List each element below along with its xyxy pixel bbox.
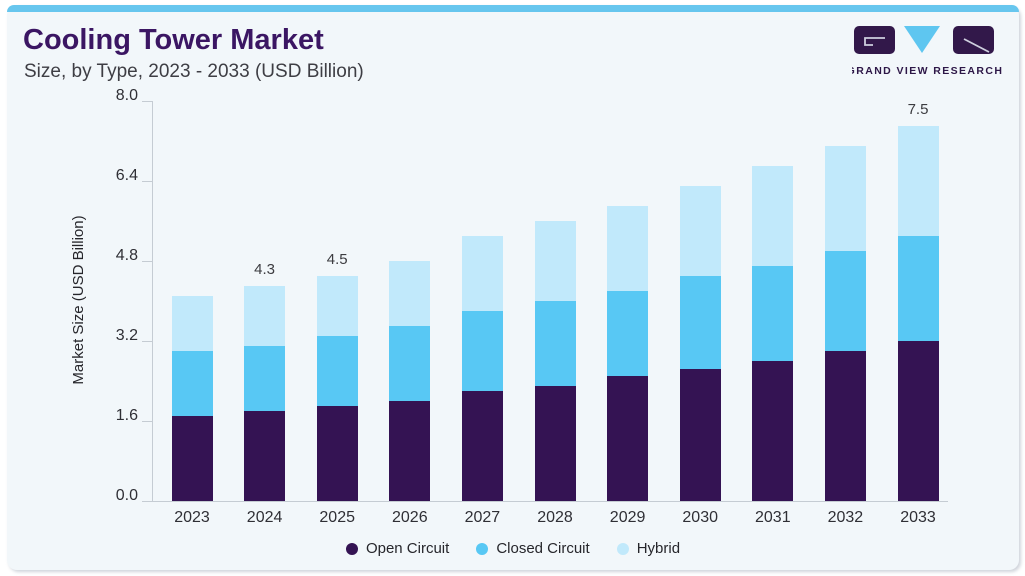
bar-segment-closed-circuit-2031 [752, 266, 794, 361]
bar-segment-open-circuit-2029 [607, 376, 649, 501]
bar-2031 [752, 166, 794, 501]
bar-segment-hybrid-2026 [389, 261, 431, 326]
y-tick-mark [142, 341, 152, 342]
legend-label-open-circuit: Open Circuit [365, 540, 450, 557]
bar-segment-open-circuit-2028 [534, 386, 576, 501]
bar-segment-hybrid-2023 [171, 296, 213, 351]
bar-segment-closed-circuit-2033 [897, 236, 939, 341]
x-axis-label-2029: 2029 [609, 509, 646, 526]
bar-segment-hybrid-2033 [897, 126, 939, 236]
bar-segment-open-circuit-2033 [897, 341, 939, 501]
bar-segment-closed-circuit-2029 [607, 291, 649, 376]
bar-segment-open-circuit-2032 [824, 351, 866, 501]
bar-2023 [171, 296, 213, 501]
bar-segment-closed-circuit-2026 [389, 326, 431, 401]
bar-2026 [389, 261, 431, 501]
y-tick-label: 8.0 [115, 87, 138, 104]
bar-segment-hybrid-2024 [244, 286, 286, 346]
x-axis-label-2030: 2030 [682, 509, 718, 526]
bar-segment-open-circuit-2031 [752, 361, 794, 501]
bar-segment-open-circuit-2026 [389, 401, 431, 501]
bar-segment-open-circuit-2023 [171, 416, 213, 501]
y-tick-label: 0.0 [115, 487, 138, 504]
bar-segment-open-circuit-2024 [244, 411, 286, 501]
bar-2030 [679, 186, 721, 501]
card-top-accent-bar [7, 5, 1019, 12]
bar-segment-open-circuit-2030 [679, 368, 721, 501]
bar-segment-hybrid-2032 [824, 146, 866, 251]
bar-2028 [534, 221, 576, 501]
x-axis-label-2023: 2023 [174, 509, 210, 526]
y-tick-label: 6.4 [115, 167, 138, 184]
bar-total-label-2024: 4.3 [254, 261, 276, 278]
page-title: Cooling Tower Market [23, 24, 324, 56]
logo-g-glyph [864, 37, 885, 46]
bar-segment-closed-circuit-2025 [316, 336, 358, 406]
y-tick-label: 4.8 [115, 247, 138, 264]
legend-marker-closed-circuit-icon [476, 542, 489, 555]
bar-segment-closed-circuit-2028 [534, 301, 576, 386]
bar-2029 [607, 206, 649, 501]
page-subtitle: Size, by Type, 2023 - 2033 (USD Billion) [24, 61, 364, 82]
y-axis-line [152, 101, 153, 501]
legend-item-closed-circuit: Closed Circuit [476, 540, 590, 557]
y-tick-mark [142, 421, 152, 422]
bar-2027 [461, 236, 503, 501]
logo-v-triangle-icon [904, 26, 940, 53]
bar-segment-open-circuit-2027 [461, 391, 503, 501]
bar-2025 [316, 276, 358, 501]
chart-legend: Open Circuit Closed Circuit Hybrid [7, 540, 1019, 557]
legend-label-hybrid: Hybrid [636, 540, 681, 557]
y-tick-mark [142, 101, 152, 102]
y-tick-label: 3.2 [115, 327, 138, 344]
x-axis-label-2031: 2031 [755, 509, 791, 526]
x-axis-label-2026: 2026 [392, 509, 428, 526]
bar-2033 [897, 126, 939, 501]
y-tick-mark [142, 261, 152, 262]
logo-r-block [953, 26, 994, 54]
bar-segment-closed-circuit-2024 [244, 346, 286, 411]
x-axis-line [142, 501, 948, 502]
legend-marker-open-circuit-icon [345, 542, 358, 555]
x-axis-label-2028: 2028 [537, 509, 573, 526]
bar-segment-closed-circuit-2027 [461, 311, 503, 391]
bar-total-label-2033: 7.5 [907, 101, 929, 118]
bar-segment-hybrid-2027 [461, 236, 503, 311]
x-axis-label-2033: 2033 [900, 509, 936, 526]
x-axis-label-2032: 2032 [827, 509, 864, 526]
bar-segment-hybrid-2028 [534, 221, 576, 301]
stacked-bar-chart: Market Size (USD Billion) 0.0 1.6 3.2 4.8 6.… [7, 5, 1019, 570]
bar-segment-hybrid-2031 [752, 166, 794, 266]
x-axis-label-2027: 2027 [464, 509, 501, 526]
bar-segment-closed-circuit-2030 [679, 276, 721, 369]
chart-card: Cooling Tower Market Size, by Type, 2023… [7, 5, 1019, 570]
logo-r-glyph [963, 38, 990, 53]
y-tick-label: 1.6 [115, 407, 138, 424]
bar-total-label-2025: 4.5 [326, 251, 348, 268]
logo-brand-text: GRAND VIEW RESEARCH [852, 65, 1002, 77]
bar-segment-closed-circuit-2032 [824, 251, 866, 351]
legend-label-closed-circuit: Closed Circuit [496, 540, 590, 557]
y-axis-title: Market Size (USD Billion) [70, 215, 87, 385]
y-tick-mark [142, 181, 152, 182]
bar-segment-closed-circuit-2023 [171, 351, 213, 416]
logo-g-block [854, 26, 895, 54]
bar-segment-hybrid-2029 [607, 206, 649, 291]
legend-item-open-circuit: Open Circuit [345, 540, 450, 557]
legend-marker-hybrid-icon [616, 542, 629, 555]
legend-item-hybrid: Hybrid [616, 540, 681, 557]
grand-view-research-logo: GRAND VIEW RESEARCH [852, 26, 1002, 77]
x-axis-label-2025: 2025 [319, 509, 355, 526]
bar-2032 [824, 146, 866, 501]
bar-segment-open-circuit-2025 [316, 406, 358, 501]
bar-segment-hybrid-2025 [316, 276, 358, 336]
bar-2024 [244, 286, 286, 501]
x-axis-label-2024: 2024 [246, 509, 283, 526]
gvr-logo-mark [854, 26, 994, 54]
bar-segment-hybrid-2030 [679, 186, 721, 276]
